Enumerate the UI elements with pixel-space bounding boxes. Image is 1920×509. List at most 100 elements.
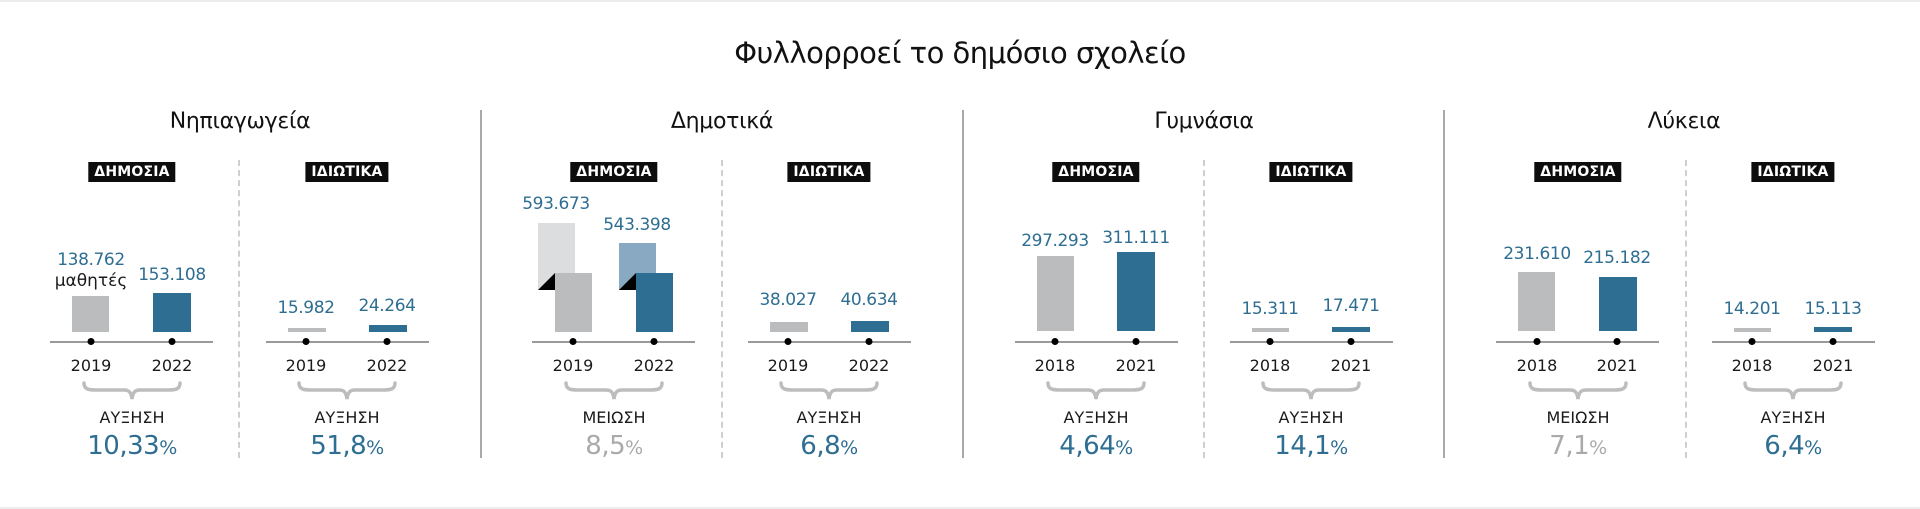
axis-dot — [1829, 338, 1837, 345]
x-axis — [50, 341, 213, 343]
panel-divider — [1685, 160, 1687, 458]
brace-icon — [1046, 381, 1146, 401]
sector-tag-public: ΔΗΜΟΣΙΑ — [1052, 162, 1140, 182]
panel-gymnasia-private: ΙΔΙΩΤΙΚΑ 15.311 17.471 2018 2021 ΑΥΞΗΣΗ … — [1206, 0, 1416, 509]
axis-dot — [784, 338, 792, 345]
year-label: 2019 — [767, 356, 809, 375]
bar-old-year — [288, 328, 326, 332]
year-label: 2022 — [151, 356, 193, 375]
bar-new-year — [1117, 252, 1155, 331]
year-label: 2018 — [1516, 356, 1558, 375]
bar-new-year — [369, 325, 407, 332]
brace-icon — [297, 381, 397, 401]
axis-dot — [569, 338, 577, 345]
year-label: 2021 — [1812, 356, 1854, 375]
value-label: 24.264 — [358, 296, 416, 316]
value-label: 215.182 — [1583, 248, 1651, 268]
x-axis — [748, 341, 911, 343]
change-value: 10,33% — [87, 431, 177, 461]
panel-lykeia-public: ΔΗΜΟΣΙΑ 231.610 215.182 2018 2021 ΜΕΙΩΣΗ… — [1473, 0, 1683, 509]
bar-old-year — [770, 322, 808, 332]
axis-dot — [302, 338, 310, 345]
sector-tag-public: ΔΗΜΟΣΙΑ — [1534, 162, 1622, 182]
year-label: 2022 — [848, 356, 890, 375]
change-label: ΜΕΙΩΣΗ — [582, 408, 646, 427]
change-label: ΑΥΞΗΣΗ — [1278, 408, 1344, 427]
bar-new-year — [1814, 327, 1852, 332]
brace-icon — [1743, 381, 1843, 401]
x-axis — [1230, 341, 1393, 343]
value-label: 15.982 — [277, 298, 335, 318]
axis-dot — [1132, 338, 1140, 345]
year-label: 2019 — [70, 356, 112, 375]
year-label: 2019 — [552, 356, 594, 375]
year-label: 2018 — [1731, 356, 1773, 375]
value-label: 153.108 — [138, 265, 206, 285]
panel-gymnasia-public: ΔΗΜΟΣΙΑ 297.293 311.111 2018 2021 ΑΥΞΗΣΗ… — [991, 0, 1201, 509]
bar-new-year — [153, 293, 191, 332]
sector-tag-private: ΙΔΙΩΤΙΚΑ — [1269, 162, 1353, 182]
change-value: 8,5% — [585, 431, 643, 461]
brace-icon — [1528, 381, 1628, 401]
change-value: 4,64% — [1059, 431, 1133, 461]
change-label: ΑΥΞΗΣΗ — [99, 408, 165, 427]
bar-old-year — [555, 273, 592, 332]
change-value: 7,1% — [1549, 431, 1607, 461]
value-label: 15.113 — [1804, 299, 1862, 319]
bar-old-year — [72, 296, 109, 332]
value-label: 14.201 — [1723, 299, 1781, 319]
brace-icon — [1261, 381, 1361, 401]
change-value: 6,4% — [1764, 431, 1822, 461]
bar-old-year — [1252, 328, 1289, 332]
axis-dot — [650, 338, 658, 345]
year-label: 2022 — [633, 356, 675, 375]
chart-title: Φυλλορροεί το δημόσιο σχολείο — [734, 36, 1186, 70]
bar-new-year — [851, 321, 889, 332]
change-label: ΑΥΞΗΣΗ — [314, 408, 380, 427]
change-label: ΑΥΞΗΣΗ — [1760, 408, 1826, 427]
year-label: 2021 — [1115, 356, 1157, 375]
year-label: 2019 — [285, 356, 327, 375]
axis-dot — [1266, 338, 1274, 345]
panel-dimotika-public: ΔΗΜΟΣΙΑ 593.673 543.398 2019 2022 ΜΕΙΩΣΗ… — [509, 0, 719, 509]
section-title-nipiagogeia: Νηπιαγωγεία — [169, 109, 311, 134]
axis-dot — [865, 338, 873, 345]
section-title-dimotika: Δημοτικά — [670, 109, 774, 134]
section-title-gymnasia: Γυμνάσια — [1154, 109, 1254, 134]
change-label: ΜΕΙΩΣΗ — [1546, 408, 1610, 427]
value-label: 311.111 — [1102, 228, 1170, 248]
brace-icon — [779, 381, 879, 401]
top-border — [0, 0, 1920, 2]
year-label: 2021 — [1596, 356, 1638, 375]
axis-dot — [1347, 338, 1355, 345]
axis-dot — [168, 338, 176, 345]
x-axis — [1712, 341, 1875, 343]
year-label: 2022 — [366, 356, 408, 375]
unit-label: μαθητές — [54, 271, 128, 291]
x-axis — [1015, 341, 1178, 343]
panel-divider — [1203, 160, 1205, 458]
value-label: 40.634 — [840, 290, 898, 310]
section-title-lykeia: Λύκεια — [1647, 109, 1721, 134]
value-label: 543.398 — [603, 215, 671, 235]
x-axis — [266, 341, 429, 343]
brace-icon — [82, 381, 182, 401]
year-label: 2021 — [1330, 356, 1372, 375]
panel-dimotika-private: ΙΔΙΩΤΙΚΑ 38.027 40.634 2019 2022 ΑΥΞΗΣΗ … — [724, 0, 934, 509]
value-label: 38.027 — [759, 290, 817, 310]
section-divider — [962, 110, 964, 458]
section-divider — [480, 110, 482, 458]
axis-break-marker — [619, 273, 636, 290]
year-label: 2018 — [1034, 356, 1076, 375]
change-value: 14,1% — [1274, 431, 1348, 461]
sector-tag-private: ΙΔΙΩΤΙΚΑ — [1751, 162, 1835, 182]
sector-tag-public: ΔΗΜΟΣΙΑ — [88, 162, 176, 182]
value-label: 17.471 — [1322, 296, 1380, 316]
axis-dot — [1613, 338, 1621, 345]
value-label: 593.673 — [522, 194, 590, 214]
panel-nipiagogeia-public: ΔΗΜΟΣΙΑ 138.762 μαθητές 153.108 2019 202… — [27, 0, 237, 509]
change-label: ΑΥΞΗΣΗ — [796, 408, 862, 427]
axis-dot — [1748, 338, 1756, 345]
axis-dot — [87, 338, 95, 345]
bar-old-year — [1037, 256, 1074, 331]
